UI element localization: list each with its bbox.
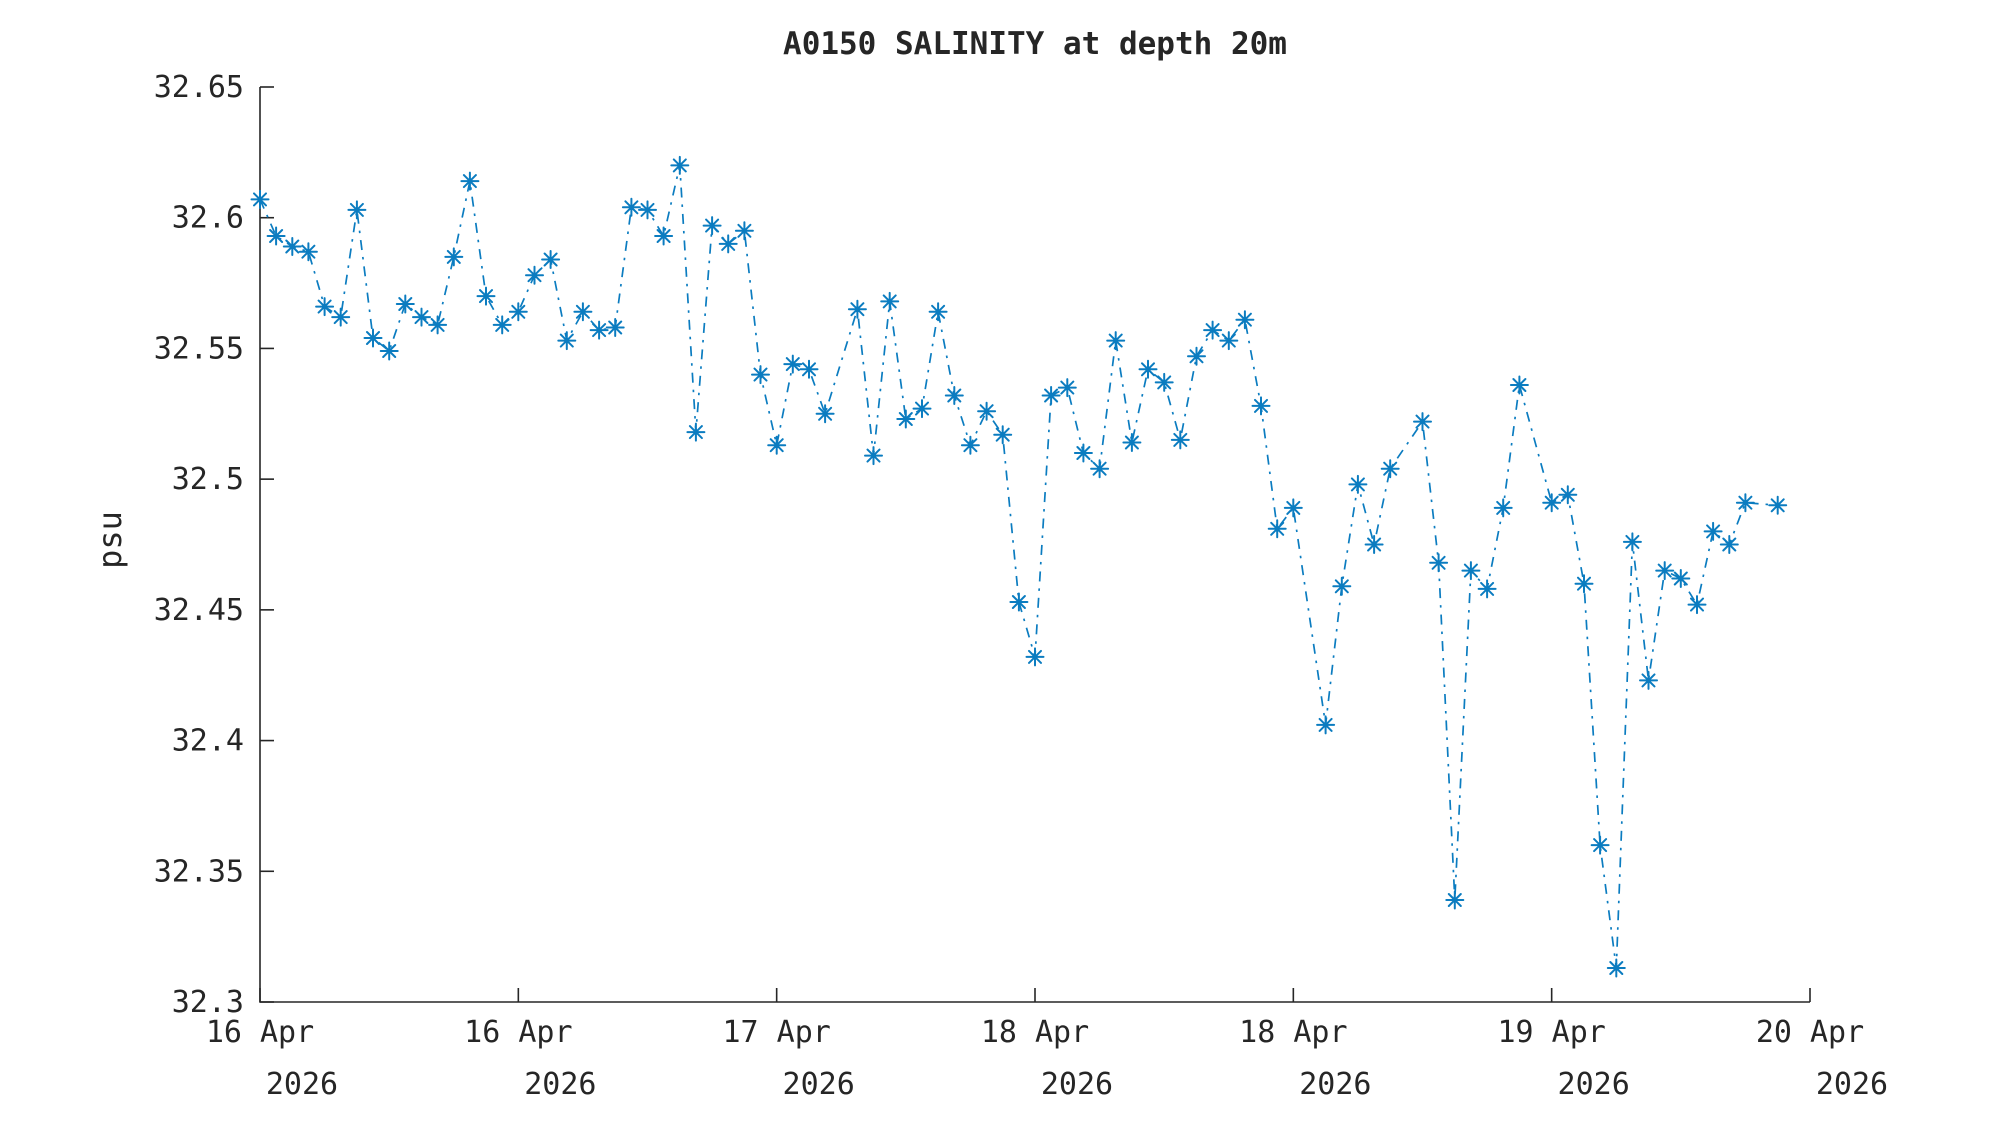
series-line-salinity xyxy=(259,165,1778,969)
y-tick-label: 32.55 xyxy=(154,331,244,366)
x-tick-label-day: 18 Apr xyxy=(981,1015,1089,1050)
x-tick-label-day: 19 Apr xyxy=(1497,1015,1605,1050)
y-tick-label: 32.35 xyxy=(154,854,244,889)
x-tick-label-day: 16 Apr xyxy=(206,1015,314,1050)
y-tick-label: 32.5 xyxy=(172,462,244,497)
x-tick-label-year: 2026 xyxy=(1816,1067,1888,1102)
chart-title: A0150 SALINITY at depth 20m xyxy=(783,26,1287,62)
y-tick-label: 32.4 xyxy=(172,724,244,759)
x-tick-label-year: 2026 xyxy=(1299,1067,1371,1102)
x-tick-label-day: 20 Apr xyxy=(1756,1015,1864,1050)
x-tick-label-day: 16 Apr xyxy=(464,1015,572,1050)
x-tick-label-day: 17 Apr xyxy=(722,1015,830,1050)
y-axis-ticks: 32.3 32.35 32.4 32.45 32.5 32.55 32.6 32.65 xyxy=(154,70,274,1020)
series-markers-salinity xyxy=(250,155,1788,978)
y-tick-label: 32.6 xyxy=(172,201,244,236)
x-tick-label-year: 2026 xyxy=(266,1067,338,1102)
y-tick-label: 32.65 xyxy=(154,70,244,105)
x-tick-label-year: 2026 xyxy=(1558,1067,1630,1102)
x-tick-label-year: 2026 xyxy=(783,1067,855,1102)
y-tick-label: 32.45 xyxy=(154,593,244,628)
x-axis-ticks: 16 Apr 2026 16 Apr 2026 17 Apr 2026 18 Apr 2026… xyxy=(206,988,1888,1102)
x-tick-label-year: 2026 xyxy=(1041,1067,1113,1102)
x-tick-label-day: 18 Apr xyxy=(1239,1015,1347,1050)
x-tick-label-year: 2026 xyxy=(524,1067,596,1102)
y-tick-label: 32.3 xyxy=(172,985,244,1020)
